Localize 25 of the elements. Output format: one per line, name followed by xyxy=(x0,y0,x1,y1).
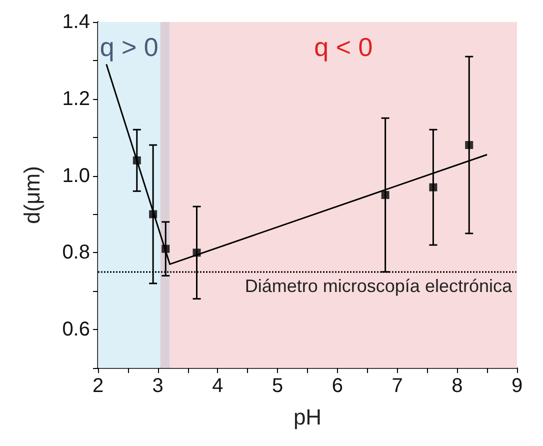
y-tick-label: 1.4 xyxy=(62,11,90,33)
x-tick-label: 4 xyxy=(212,375,224,397)
y-tick-label: 1.2 xyxy=(62,88,90,110)
x-tick-label: 5 xyxy=(272,375,284,397)
point xyxy=(429,183,438,192)
point xyxy=(149,210,158,218)
point xyxy=(132,156,141,164)
x-tick-label: 7 xyxy=(392,375,403,397)
x-tick-label: 6 xyxy=(332,375,343,397)
y-tick-label: 1.0 xyxy=(62,164,90,187)
point xyxy=(465,141,474,150)
y-tick-label: 0.6 xyxy=(62,318,90,341)
x-tick-label: 2 xyxy=(92,375,104,397)
band-label: q > 0 xyxy=(100,32,158,62)
point xyxy=(381,191,390,199)
y-tick-label: 0.8 xyxy=(62,242,90,264)
x-axis-title: pH xyxy=(293,404,322,430)
x-tick-label: 8 xyxy=(452,375,463,397)
band-label: q < 0 xyxy=(314,32,373,62)
point xyxy=(162,244,170,253)
point xyxy=(192,248,201,257)
x-tick-label: 3 xyxy=(152,375,164,397)
y-axis-title: d(μm) xyxy=(20,166,44,224)
x-tick-label: 9 xyxy=(511,375,523,397)
ref-line-label: Diámetro microscopía electrónica xyxy=(244,276,513,296)
